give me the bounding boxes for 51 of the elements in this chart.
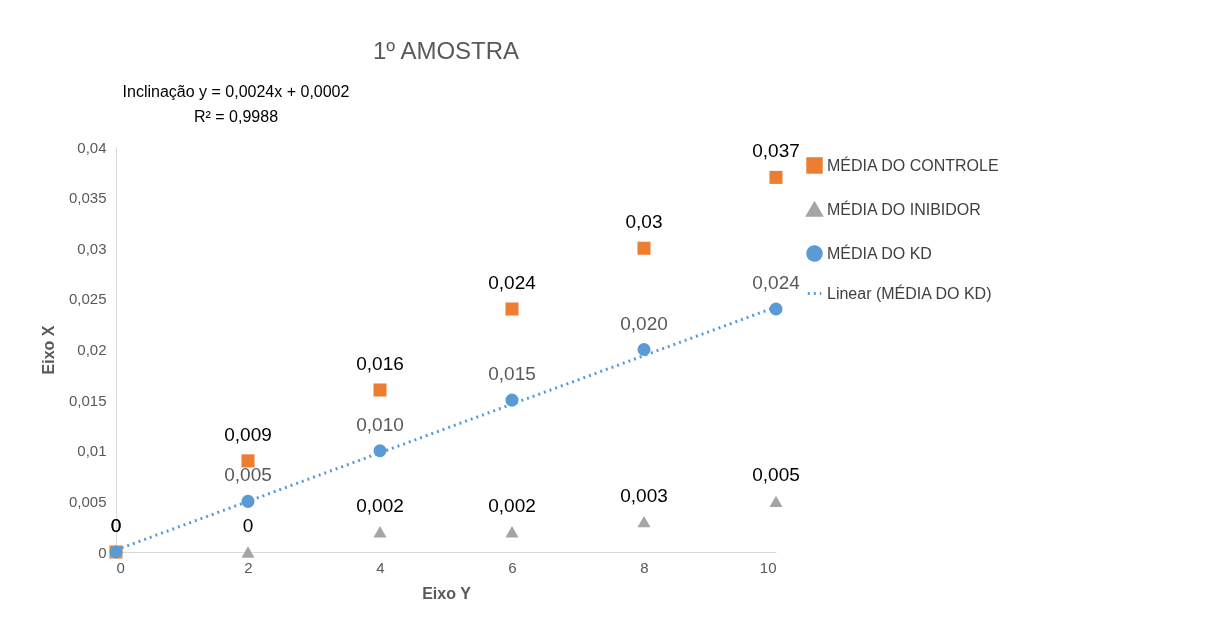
point — [637, 241, 651, 255]
data-label: 0,020 — [620, 312, 668, 334]
data-label: 0,024 — [752, 272, 801, 293]
x-tick-label: 4 — [376, 558, 385, 576]
legend-label: MÉDIA DO INIBIDOR — [827, 199, 981, 218]
data-label: 0,024 — [488, 272, 537, 293]
y-tick-label: 0,005 — [68, 492, 107, 510]
data-label: 0,002 — [488, 494, 536, 516]
point — [373, 526, 387, 538]
point — [769, 495, 783, 508]
y-tick-label: 0 — [98, 543, 107, 561]
data-label: 0,010 — [356, 413, 404, 435]
y-tick-label: 0,03 — [77, 239, 107, 257]
data-label: 0,03 — [625, 211, 663, 233]
y-tick-label: 0,025 — [68, 290, 107, 308]
text: Inclinação y = 0,0024x + 0,0002 — [122, 83, 350, 100]
y-tick-label: 0,015 — [68, 391, 107, 409]
data-label: 0 — [110, 515, 122, 536]
data-label: 0,037 — [752, 140, 800, 162]
x-axis-title: Eixo Y — [422, 584, 472, 602]
data-label: 0,016 — [356, 353, 404, 374]
point — [505, 302, 519, 316]
data-label: 0,003 — [620, 484, 668, 506]
data-label: 0,005 — [752, 464, 800, 486]
data-label: 0,002 — [356, 494, 404, 516]
data-label: 0,005 — [224, 464, 272, 486]
legend-label: Linear (MÉDIA DO KD) — [827, 283, 992, 302]
data-label: 0,015 — [488, 363, 536, 385]
y-tick-label: 0,04 — [77, 138, 107, 156]
y-tick-label: 0,035 — [68, 189, 107, 207]
legend-label: MÉDIA DO CONTROLE — [827, 155, 999, 174]
y-tick-label: 0,01 — [77, 442, 107, 460]
chart-title: 1º AMOSTRA — [372, 37, 520, 64]
point — [505, 526, 519, 538]
x-tick-label: 0 — [116, 558, 125, 576]
point — [637, 342, 651, 357]
data-label: 0 — [242, 515, 254, 536]
point — [769, 170, 783, 184]
point — [241, 454, 255, 468]
text: R² = 0,9988 — [193, 108, 279, 125]
x-tick-label: 10 — [759, 558, 777, 576]
x-tick-label: 2 — [244, 558, 253, 576]
x-tick-label: 8 — [640, 558, 649, 576]
point — [241, 546, 255, 558]
y-tick-label: 0,02 — [77, 341, 107, 358]
point — [637, 515, 651, 528]
y-axis-title: Eixo X — [39, 325, 57, 375]
data-label: 0,009 — [224, 423, 272, 445]
point — [373, 383, 387, 397]
x-tick-label: 6 — [508, 558, 517, 576]
legend-label: MÉDIA DO KD — [827, 243, 932, 262]
